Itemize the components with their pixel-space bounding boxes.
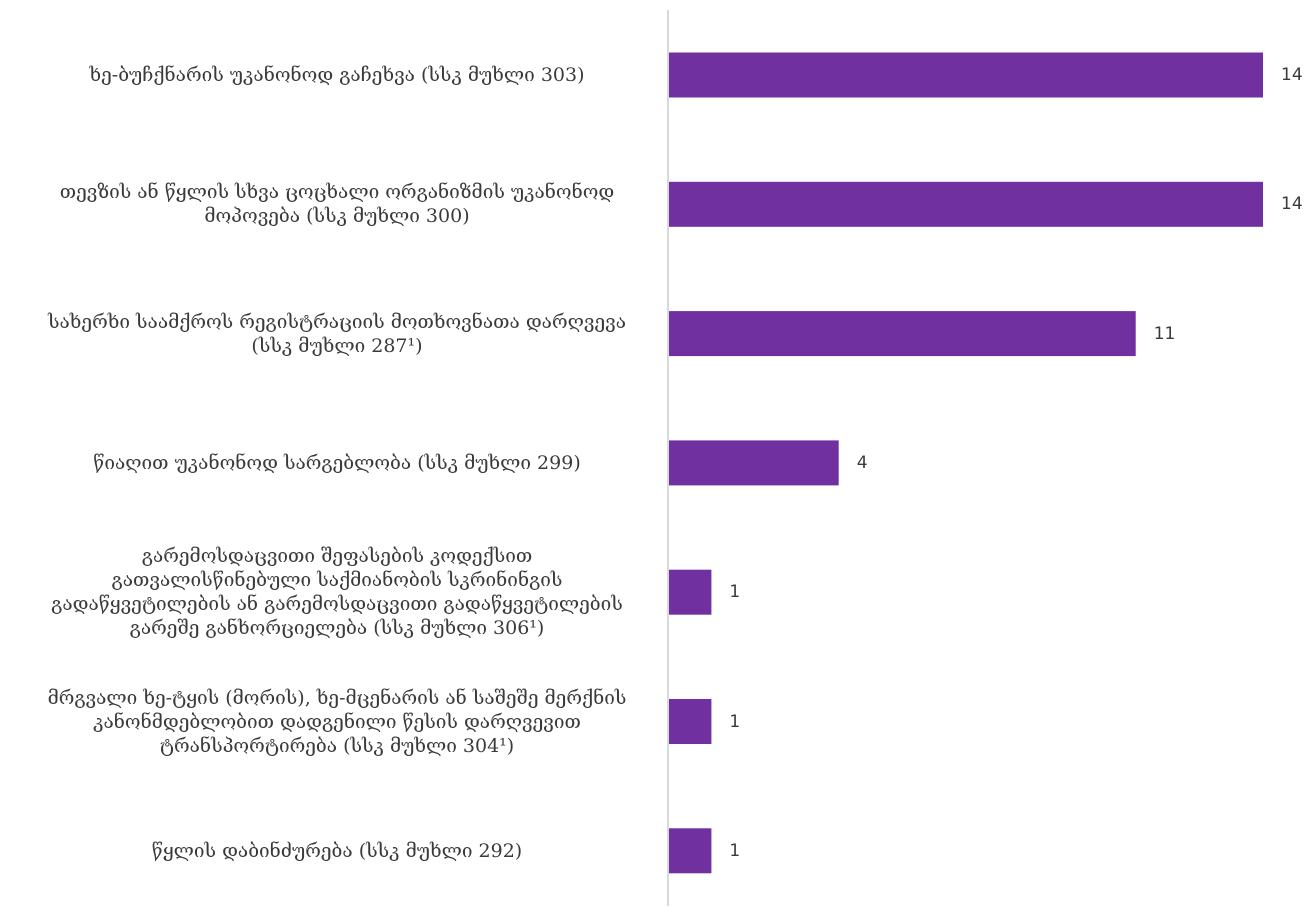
value-label: 14 <box>1281 65 1303 85</box>
bar <box>669 311 1136 357</box>
bar <box>669 699 712 744</box>
category-label-line: კანონმდებლობით დადგენილი წესის დარღვევით <box>93 710 581 733</box>
value-label: 4 <box>856 452 868 473</box>
category-label-line: თევზის ან წყლის სხვა ცოცხალი ორგანიზმის … <box>59 181 615 204</box>
category-label-line: წიაღით უკანონოდ სარგებლობა (სსკ მუხლი 29… <box>93 451 581 474</box>
category-label-line: ხე-ბუჩქნარის უკანონოდ გაჩეხვა (სსკ მუხლი… <box>89 64 585 86</box>
bar <box>669 569 712 615</box>
category-label-line: მრგვალი ხე-ტყის (მორის), ხე-მცენარის ან … <box>47 686 627 709</box>
category-label: მრგვალი ხე-ტყის (მორის), ხე-მცენარის ან … <box>7 686 667 758</box>
category-label: სახერხი საამქროს რეგისტრაციის მოთხოვნათა… <box>7 310 667 358</box>
value-label: 1 <box>729 711 741 732</box>
value-label: 14 <box>1281 194 1303 215</box>
category-label: წყლის დაბინძურება (სსკ მუხლი 292) <box>7 839 667 863</box>
value-label: 1 <box>729 582 741 603</box>
category-label: წიაღით უკანონოდ სარგებლობა (სსკ მუხლი 29… <box>7 451 667 475</box>
bar <box>669 828 712 874</box>
category-label-line: წყლის დაბინძურება (სსკ მუხლი 292) <box>151 839 523 862</box>
category-label-line: სახერხი საამქროს რეგისტრაციის მოთხოვნათა… <box>47 310 626 333</box>
category-label-line: გარეშე განხორციელება (სსკ მუხლი 306¹) <box>129 617 545 640</box>
category-label-line: მოპოვება (სსკ მუხლი 300) <box>204 205 470 228</box>
bar <box>669 440 839 486</box>
category-label-line: ტრანსპორტირება (სსკ მუხლი 304¹) <box>159 734 515 757</box>
value-label: 1 <box>729 840 741 861</box>
category-label-line: გადაწყვეტილების ან გარემოსდაცვითი გადაწყ… <box>51 593 623 616</box>
bar <box>669 181 1263 227</box>
category-label: ხე-ბუჩქნარის უკანონოდ გაჩეხვა (სსკ მუხლი… <box>7 63 667 87</box>
category-label: თევზის ან წყლის სხვა ცოცხალი ორგანიზმის … <box>7 180 667 228</box>
category-label-line: გარემოსდაცვითი შეფასების კოდექსით <box>141 545 533 568</box>
category-label: გარემოსდაცვითი შეფასების კოდექსით გათვალი… <box>7 544 667 640</box>
category-label-line: გათვალისწინებული საქმიანობის სკრინინგის <box>111 569 563 592</box>
bar <box>669 52 1263 98</box>
category-label-line: (სსკ მუხლი 287¹) <box>251 334 423 357</box>
value-label: 11 <box>1153 323 1176 344</box>
